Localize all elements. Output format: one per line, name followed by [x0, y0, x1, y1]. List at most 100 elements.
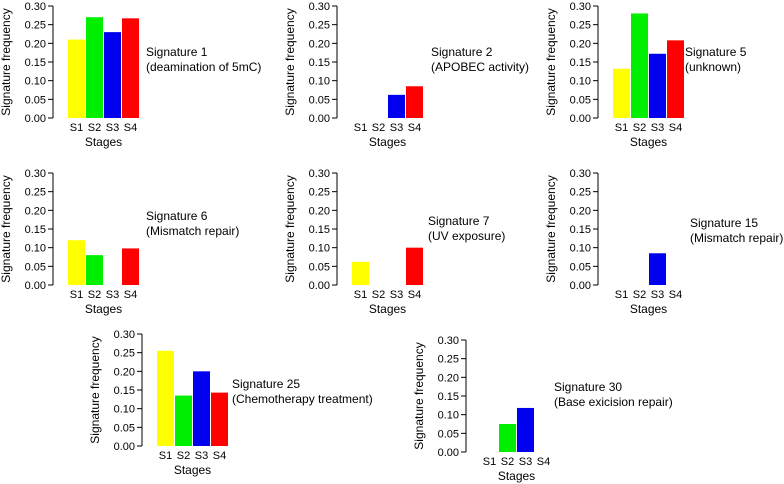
signature-description: (Mismatch repair) — [690, 231, 783, 245]
y-tick-label: 0.30 — [25, 1, 46, 13]
x-category-label: S2 — [372, 289, 385, 301]
x-category-label: S3 — [106, 122, 119, 134]
y-tick-label: 0.25 — [114, 348, 135, 360]
y-tick-label: 0.05 — [309, 94, 330, 106]
bar-s3 — [517, 407, 534, 452]
x-category-label: S4 — [408, 289, 421, 301]
y-tick-label: 0.20 — [25, 38, 46, 50]
x-category-label: S1 — [354, 289, 367, 301]
x-category-label: S3 — [519, 456, 532, 468]
bar-s4 — [122, 18, 139, 118]
signature-description: (Base exicision repair) — [554, 395, 673, 409]
signature-description: (unknown) — [685, 60, 741, 74]
bar-s2 — [86, 17, 103, 119]
y-tick-label: 0.15 — [438, 391, 459, 403]
y-tick-label: 0.10 — [25, 76, 46, 88]
bar-s1 — [352, 261, 369, 285]
x-axis-title: Stages — [85, 135, 122, 149]
y-tick-label: 0.20 — [438, 372, 459, 384]
y-tick-label: 0.30 — [438, 335, 459, 347]
y-tick-label: 0.10 — [309, 76, 330, 88]
y-tick-label: 0.30 — [309, 168, 330, 180]
x-category-label: S2 — [177, 450, 190, 462]
x-axis-title: Stages — [630, 302, 667, 316]
y-tick-label: 0.05 — [570, 261, 591, 273]
bar-s4 — [211, 392, 228, 446]
x-category-label: S4 — [213, 450, 226, 462]
y-tick-label: 0.25 — [309, 20, 330, 32]
signature-name: Signature 6 — [146, 209, 208, 223]
y-tick-label: 0.30 — [114, 329, 135, 341]
x-category-label: S4 — [124, 289, 137, 301]
y-axis-title: Signature frequency — [544, 8, 558, 115]
y-tick-label: 0.00 — [25, 113, 46, 125]
x-category-label: S2 — [372, 122, 385, 134]
bar-s4 — [406, 247, 423, 285]
signature-name: Signature 15 — [690, 216, 758, 230]
x-category-label: S1 — [70, 122, 83, 134]
y-tick-label: 0.00 — [309, 280, 330, 292]
y-tick-label: 0.25 — [25, 187, 46, 199]
y-tick-label: 0.10 — [570, 243, 591, 255]
x-category-label: S3 — [106, 289, 119, 301]
x-category-label: S3 — [651, 289, 664, 301]
x-category-label: S4 — [408, 122, 421, 134]
y-tick-label: 0.15 — [570, 224, 591, 236]
x-category-label: S1 — [70, 289, 83, 301]
x-category-label: S2 — [501, 456, 514, 468]
x-axis-title: Stages — [85, 302, 122, 316]
signature-name: Signature 25 — [232, 377, 300, 391]
bar-s1 — [68, 39, 85, 118]
y-tick-label: 0.15 — [309, 57, 330, 69]
y-axis-title: Signature frequency — [544, 175, 558, 282]
x-category-label: S1 — [159, 450, 172, 462]
y-tick-label: 0.20 — [25, 205, 46, 217]
y-axis-title: Signature frequency — [88, 336, 102, 443]
x-category-label: S1 — [483, 456, 496, 468]
bar-s3 — [388, 94, 405, 118]
x-axis-title: Stages — [369, 135, 406, 149]
signature-description: (Chemotherapy treatment) — [232, 392, 373, 406]
y-tick-label: 0.05 — [309, 261, 330, 273]
y-tick-label: 0.20 — [570, 38, 591, 50]
x-category-label: S4 — [669, 289, 682, 301]
bar-s2 — [86, 255, 103, 285]
y-axis-title: Signature frequency — [283, 8, 297, 115]
y-tick-label: 0.00 — [114, 441, 135, 453]
signature-panel: 0.00 0.05 0.10 0.15 0.20 0.25 0.30 Signature fr… — [0, 1, 261, 149]
signature-description: (Mismatch repair) — [146, 224, 239, 238]
signature-panel: 0.00 0.05 0.10 0.15 0.20 0.25 0.30 Signature fr… — [544, 168, 783, 316]
y-tick-label: 0.20 — [309, 205, 330, 217]
y-tick-label: 0.10 — [114, 404, 135, 416]
y-tick-label: 0.15 — [25, 224, 46, 236]
signature-panel: 0.00 0.05 0.10 0.15 0.20 0.25 0.30 Signature fr… — [544, 1, 747, 149]
bar-s3 — [649, 53, 666, 118]
y-tick-label: 0.20 — [570, 205, 591, 217]
x-category-label: S2 — [88, 122, 101, 134]
bar-s2 — [631, 13, 648, 118]
bar-s1 — [613, 68, 630, 118]
y-tick-label: 0.30 — [309, 1, 330, 13]
y-tick-label: 0.30 — [570, 1, 591, 13]
signature-description: (UV exposure) — [428, 229, 505, 243]
x-category-label: S2 — [88, 289, 101, 301]
y-tick-label: 0.00 — [570, 280, 591, 292]
bar-s2 — [499, 424, 516, 452]
y-tick-label: 0.00 — [438, 447, 459, 459]
x-category-label: S4 — [669, 122, 682, 134]
y-tick-label: 0.00 — [309, 113, 330, 125]
bar-s4 — [122, 248, 139, 285]
signature-panel: 0.00 0.05 0.10 0.15 0.20 0.25 0.30 Signature fr… — [0, 168, 239, 316]
bar-s3 — [193, 371, 210, 446]
x-category-label: S4 — [537, 456, 550, 468]
y-tick-label: 0.15 — [114, 385, 135, 397]
x-category-label: S1 — [354, 122, 367, 134]
y-tick-label: 0.25 — [570, 187, 591, 199]
y-axis-title: Signature frequency — [0, 8, 13, 115]
x-axis-title: Stages — [369, 302, 406, 316]
y-tick-label: 0.25 — [25, 20, 46, 32]
y-tick-label: 0.25 — [570, 20, 591, 32]
x-category-label: S3 — [195, 450, 208, 462]
y-tick-label: 0.20 — [114, 366, 135, 378]
